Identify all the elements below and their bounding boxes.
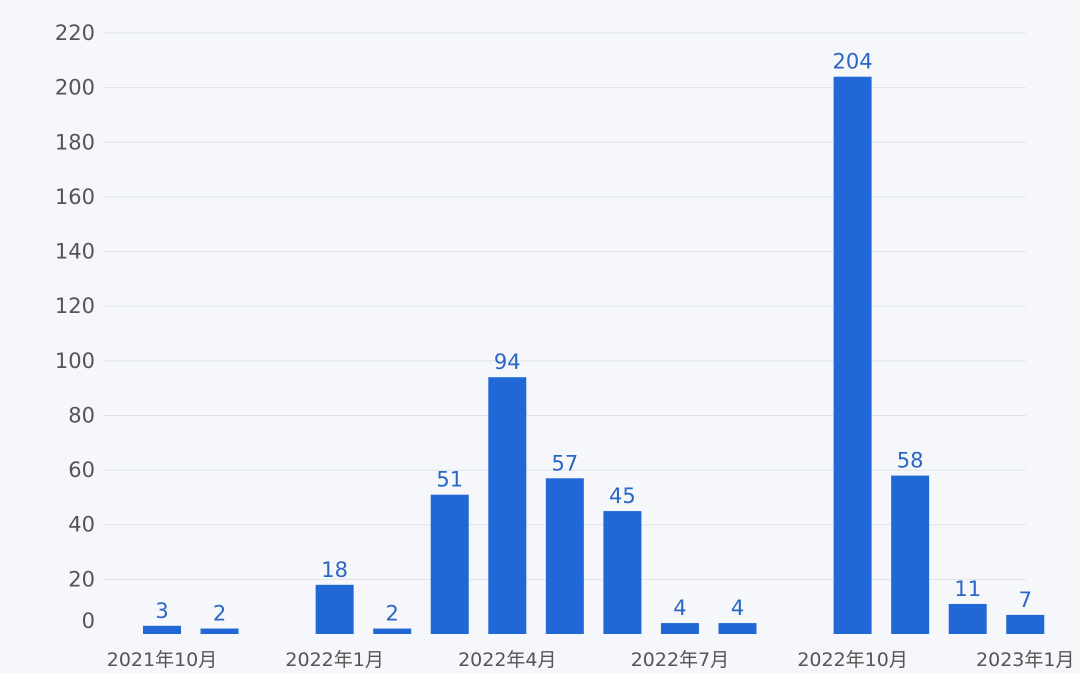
bar	[373, 628, 412, 634]
x-tick-label: 2023年1月	[976, 649, 1074, 671]
y-tick-label: 0	[82, 609, 95, 633]
data-label: 45	[609, 484, 636, 508]
y-tick-label: 120	[55, 294, 95, 318]
x-tick-label: 2022年4月	[458, 649, 556, 671]
bar	[143, 625, 181, 634]
bar	[718, 623, 757, 634]
bar	[833, 76, 872, 634]
data-label: 7	[1019, 588, 1032, 612]
bar	[603, 511, 642, 634]
bars	[143, 76, 1045, 634]
x-axis-ticks: 2021年10月 2022年1月 2022年4月 2022年7月 2022年10月 202…	[107, 649, 1075, 671]
y-tick-label: 20	[68, 567, 95, 591]
y-axis-ticks: 0 20 40 60 80 100 120 140 160 180 200 220	[55, 21, 95, 633]
data-label: 204	[833, 50, 873, 74]
x-tick-label: 2021年10月	[107, 649, 218, 671]
data-label: 2	[213, 602, 226, 626]
data-label: 11	[954, 577, 981, 601]
data-label: 4	[731, 596, 744, 620]
y-tick-label: 160	[55, 185, 95, 209]
data-label: 94	[494, 350, 521, 374]
data-label: 57	[551, 451, 578, 475]
data-labels: 3 2 18 2 51 94 57 45 4 4 204 58 11 7	[155, 50, 1032, 626]
y-tick-label: 140	[55, 240, 95, 264]
bar	[891, 475, 930, 634]
y-tick-label: 200	[55, 76, 95, 100]
data-label: 2	[386, 602, 399, 626]
bar	[200, 628, 239, 634]
x-tick-label: 2022年10月	[797, 649, 908, 671]
bar	[545, 478, 584, 634]
data-label: 58	[897, 449, 924, 473]
data-label: 3	[155, 599, 168, 623]
y-tick-label: 80	[68, 403, 95, 427]
bar	[948, 603, 987, 634]
bar	[488, 377, 527, 634]
x-tick-label: 2022年1月	[285, 649, 383, 671]
y-grid	[103, 32, 1026, 580]
x-tick-label: 2022年7月	[631, 649, 729, 671]
y-tick-label: 220	[55, 21, 95, 45]
bar	[660, 623, 699, 634]
bar	[1006, 614, 1045, 634]
data-label: 18	[321, 558, 348, 582]
bar	[430, 494, 469, 634]
y-tick-label: 100	[55, 349, 95, 373]
data-label: 4	[673, 596, 686, 620]
data-label: 51	[436, 468, 463, 492]
y-tick-label: 60	[68, 458, 95, 482]
y-tick-label: 40	[68, 513, 95, 537]
y-tick-label: 180	[55, 130, 95, 154]
bar	[315, 584, 354, 634]
